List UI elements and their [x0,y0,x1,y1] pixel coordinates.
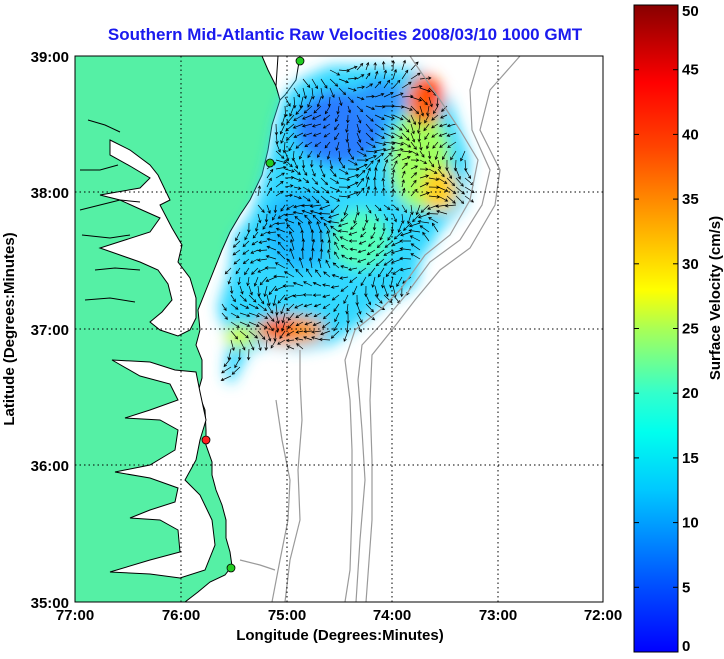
x-tick-label: 75:00 [268,607,306,624]
colorbar-tick-label: 15 [682,450,699,467]
colorbar-tick-label: 50 [682,3,699,20]
x-tick-label: 73:00 [479,607,517,624]
colorbar-ticks: 0 5 10 15 20 25 30 35 40 45 50 [634,3,699,655]
x-tick-label: 74:00 [373,607,411,624]
velocity-arrows [220,59,475,382]
y-tick-label: 36:00 [31,458,69,475]
colorbar: 0 5 10 15 20 25 30 35 40 45 50 Surface Velocity (c… [633,3,724,655]
radar-station-marker [265,158,275,168]
colorbar-label: Surface Velocity (cm/s) [707,216,724,380]
radar-station-marker [226,563,236,573]
chesapeake-bay [98,139,197,337]
y-tick-label: 37:00 [31,322,69,339]
y-tick-label: 38:00 [31,185,69,202]
y-tick-label: 39:00 [31,49,69,66]
y-axis-label: Latitude (Degrees:Minutes) [1,232,18,425]
map-plot-area [75,56,603,602]
x-axis-label: Longitude (Degrees:Minutes) [236,627,444,644]
lat-lon-grid [75,56,603,602]
colorbar-tick-label: 35 [682,191,699,208]
colorbar-gradient [633,4,679,653]
velocity-vectors [220,59,475,382]
colorbar-tick-label: 45 [682,62,699,79]
colorbar-tick-label: 10 [682,515,699,532]
x-tick-label: 76:00 [162,607,200,624]
bathymetry-contours [239,56,521,602]
colorbar-tick-label: 30 [682,256,699,273]
colorbar-tick-label: 5 [682,579,690,596]
colorbar-tick-label: 25 [682,321,699,338]
plot-frame [74,55,604,603]
y-axis: 39:00 38:00 37:00 36:00 35:00 Latitude (… [1,49,69,612]
colorbar-tick-label: 40 [682,126,699,143]
x-tick-label: 77:00 [56,607,94,624]
radar-stations [201,56,305,573]
map-title: Southern Mid-Atlantic Raw Velocities 200… [108,25,583,44]
radar-station-marker [295,56,305,66]
colorbar-tick-label: 20 [682,385,699,402]
river-potomac [79,119,141,303]
pamlico-sound [109,359,216,579]
radar-station-marker [201,435,211,445]
colorbar-tick-label: 0 [682,638,690,655]
y-tick-label: 35:00 [31,595,69,612]
x-axis: 77:00 76:00 75:00 74:00 73:00 72:00 Long… [56,607,622,644]
x-tick-label: 72:00 [584,607,622,624]
